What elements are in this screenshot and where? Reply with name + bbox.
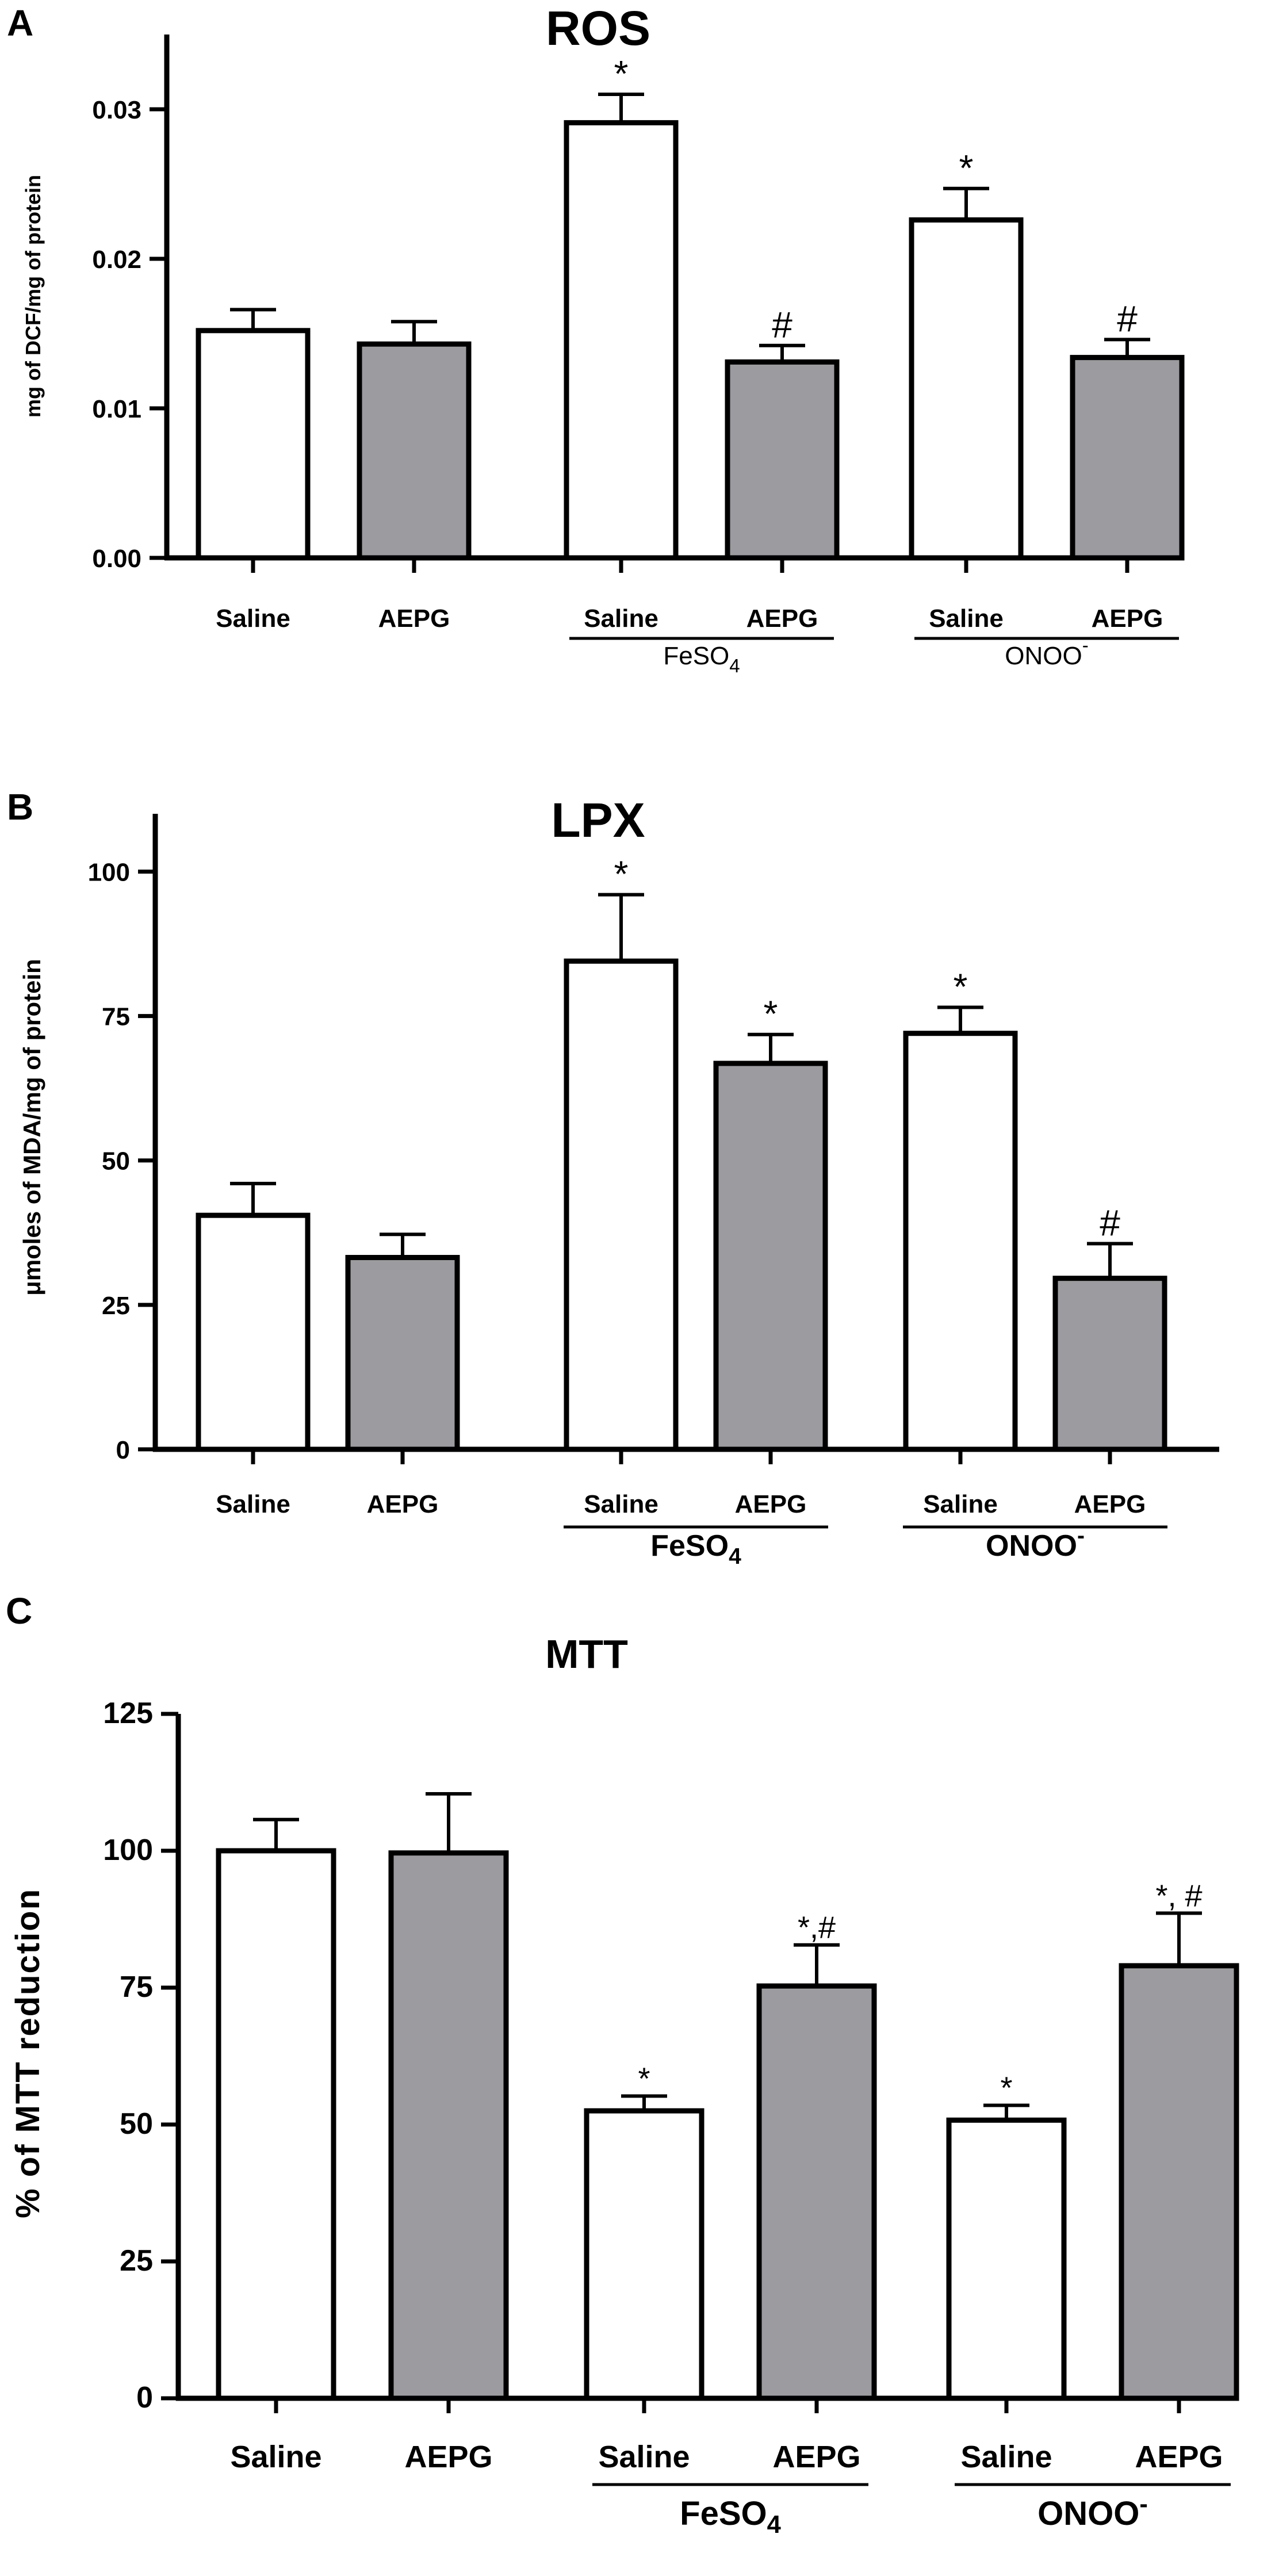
significance-marker: * (614, 853, 629, 895)
panel-a-ros-chart: A ROS mg of DCF/mg of protein Saline AEPG * Sa… (7, 1, 1185, 676)
y-axis-label: μmoles of MDA/mg of protein (18, 959, 45, 1296)
significance-marker: *,# (798, 1911, 836, 1945)
panel-letter: C (6, 1590, 32, 1632)
y-axis-label: mg of DCF/mg of protein (21, 175, 45, 418)
significance-marker: * (1000, 2071, 1012, 2106)
bar (725, 359, 840, 561)
x-tick-label: Saline (923, 1490, 998, 1518)
x-tick-label: Saline (216, 604, 290, 633)
bar (946, 2117, 1067, 2401)
y-tick-label: 50 (102, 1147, 130, 1176)
y-axis-label: % of MTT reduction (9, 1888, 47, 2218)
y-tick-label: 25 (120, 2244, 153, 2278)
significance-marker: # (1117, 298, 1138, 339)
group-label-subscript: 4 (729, 655, 740, 676)
y-tick-label: 50 (120, 2107, 153, 2141)
y-tick-label: 0.01 (92, 395, 141, 423)
group-label: FeSO4 (650, 1529, 741, 1569)
x-tick-label: AEPG (378, 604, 450, 633)
bar (564, 958, 679, 1452)
y-tick-label: 75 (102, 1003, 130, 1031)
group-label: FeSO4 (663, 642, 740, 676)
bar (564, 120, 679, 561)
x-tick-label: AEPG (404, 2440, 492, 2474)
group-label-main: FeSO (680, 2495, 767, 2532)
x-tick-label: Saline (598, 2440, 690, 2474)
group-label: FeSO4 (680, 2495, 781, 2539)
panel-letter: B (7, 786, 33, 828)
y-tick-label: 125 (103, 1697, 153, 1730)
significance-marker: * (614, 53, 629, 94)
significance-marker: * (959, 147, 974, 189)
bar (713, 1061, 828, 1452)
x-tick-label: AEPG (746, 604, 818, 633)
x-tick-label: Saline (584, 1490, 658, 1518)
x-tick-label: Saline (584, 604, 658, 633)
y-tick-label: 75 (120, 1970, 153, 2004)
bar (388, 1850, 509, 2401)
group-label-subscript: 4 (767, 2511, 781, 2539)
group-label: ONOO- (1005, 634, 1088, 670)
y-tick-label: 100 (88, 858, 130, 886)
group-label-main: FeSO (663, 642, 729, 670)
x-tick-label: AEPG (1074, 1490, 1146, 1518)
x-tick-label: AEPG (772, 2440, 860, 2474)
x-tick-label: Saline (929, 604, 1004, 633)
chart-title: ROS (546, 1, 650, 55)
bar (216, 1848, 336, 2401)
y-tick-label: 0 (136, 2381, 153, 2414)
bar (1070, 355, 1185, 561)
significance-marker: * (954, 966, 968, 1008)
bar (1052, 1276, 1167, 1452)
significance-marker: # (772, 304, 792, 346)
panel-b-lpx-chart: B LPX μmoles of MDA/mg of protein Saline AEP… (7, 786, 1219, 1569)
y-tick-label: 0.00 (92, 545, 141, 573)
group-label: ONOO- (986, 1524, 1085, 1563)
x-tick-label: Saline (230, 2440, 321, 2474)
significance-marker: *, # (1155, 1879, 1202, 1913)
bar (903, 1031, 1018, 1452)
y-tick-label: 0 (116, 1436, 130, 1464)
bar (1119, 1963, 1239, 2401)
bar (909, 217, 1024, 561)
panel-c-mtt-chart: C MTT % of MTT reduction Saline AEPG * Saline *… (6, 1590, 1239, 2539)
group-label-superscript: - (1082, 634, 1089, 656)
significance-marker: * (638, 2061, 650, 2096)
group-label: ONOO- (1037, 2490, 1148, 2532)
group-label-main: ONOO (1037, 2495, 1139, 2532)
chart-title: LPX (551, 793, 645, 847)
x-tick-label: AEPG (735, 1490, 807, 1518)
bar (345, 1254, 460, 1452)
bar (584, 2108, 704, 2401)
group-label-superscript: - (1139, 2490, 1148, 2518)
x-tick-label: Saline (960, 2440, 1052, 2474)
y-tick-label: 0.03 (92, 96, 141, 124)
x-tick-label: AEPG (367, 1490, 439, 1518)
group-label-superscript: - (1077, 1524, 1085, 1548)
y-tick-label: 0.02 (92, 246, 141, 274)
group-label-main: ONOO (1005, 642, 1082, 670)
significance-marker: # (1100, 1202, 1120, 1243)
bar (196, 328, 311, 561)
group-label-subscript: 4 (729, 1544, 741, 1569)
y-tick-label: 25 (102, 1292, 130, 1320)
x-tick-label: AEPG (1092, 604, 1163, 633)
significance-marker: * (764, 993, 778, 1035)
group-label-main: ONOO (986, 1529, 1077, 1563)
x-tick-label: AEPG (1135, 2440, 1223, 2474)
chart-title: MTT (545, 1632, 628, 1676)
x-tick-label: Saline (216, 1490, 290, 1518)
bar (196, 1212, 311, 1452)
panel-letter: A (7, 2, 33, 44)
group-label-main: FeSO (650, 1529, 729, 1563)
bar (357, 341, 472, 561)
bar (756, 1983, 877, 2401)
y-tick-label: 100 (103, 1834, 153, 1867)
